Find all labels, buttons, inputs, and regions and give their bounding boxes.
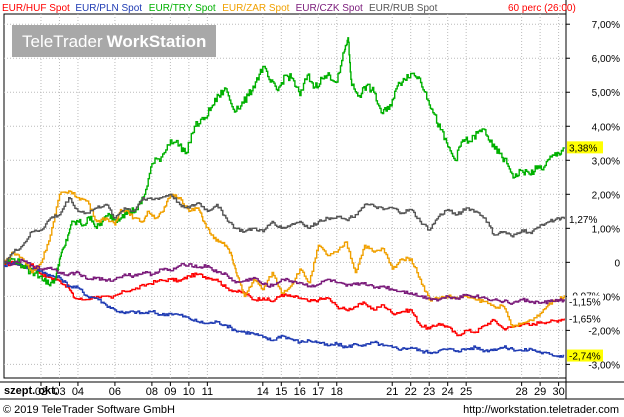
last-value-text: -2,74%	[569, 352, 601, 363]
last-value-text: -1,65%	[569, 314, 601, 325]
legend-entry: EUR/ZAR Spot	[222, 3, 289, 14]
last-value-bg	[567, 141, 603, 154]
last-value-text: -1,15%	[569, 297, 601, 308]
y-tick-label: -2,00%	[588, 326, 620, 337]
y-tick-label: 5,00%	[592, 88, 620, 99]
x-tick-label: 14	[257, 386, 269, 398]
y-tick-label: -1,00%	[588, 292, 620, 303]
y-tick-label: 4,00%	[592, 122, 620, 133]
y-tick-label: 7,00%	[592, 20, 620, 31]
last-value-box: -1,65%	[567, 312, 603, 325]
timeframe-label: 60 perc (26:00)	[508, 3, 576, 14]
series-line	[4, 37, 565, 287]
x-tick-label: 10	[183, 386, 195, 398]
footer-url[interactable]: http://workstation.teletrader.com	[463, 404, 619, 416]
last-value-bg	[567, 295, 603, 308]
x-tick-label: 09	[164, 386, 176, 398]
x-tick-label: 04	[72, 386, 84, 398]
x-tick-label: 15	[275, 386, 287, 398]
x-tick-label: 22	[405, 386, 417, 398]
y-tick-label: 6,00%	[592, 54, 620, 65]
last-value-text: 1,27%	[569, 215, 597, 226]
last-value-bg	[567, 213, 603, 226]
x-tick-label: 29	[534, 386, 546, 398]
x-tick-label: 08	[146, 386, 158, 398]
x-tick-label: 06	[109, 386, 121, 398]
last-value-box: 3,38%	[567, 141, 603, 154]
watermark-text: TeleTrader WorkStation	[22, 32, 206, 51]
y-tick-label: 3,00%	[592, 156, 620, 167]
y-axis: 7,00% 6,00% 5,00% 4,00% 3,00% 2,00% 1,00% 0 -1,0…	[565, 0, 620, 399]
x-tick-label: 03	[53, 386, 65, 398]
watermark-box	[12, 25, 216, 57]
y-tick-label: -3,00%	[588, 360, 620, 371]
x-axis: szept. okt.02 03 04 06 08 09 10 11 14 15 16 17 18 21 2…	[0, 381, 624, 400]
x-tick-label: 24	[442, 386, 454, 398]
watermark-brand: TeleTrader	[22, 32, 103, 51]
x-tick-label: 25	[460, 386, 472, 398]
y-tick-label: 1,00%	[592, 224, 620, 235]
x-tick-label: 17	[312, 386, 324, 398]
copyright-text: © 2019 TeleTrader Software GmbH	[3, 404, 175, 416]
last-value-bg	[567, 349, 603, 362]
x-month-label: szept. okt.	[4, 385, 58, 397]
watermark-product: WorkStation	[107, 32, 207, 51]
last-value-box: -1,15%	[567, 295, 603, 308]
x-tick-label: 16	[294, 386, 306, 398]
legend-entry: EUR/TRY Spot	[149, 3, 216, 14]
legend-entry: EUR/PLN Spot	[75, 3, 142, 14]
last-value-box: 1,27%	[567, 213, 603, 226]
x-tick-label: 21	[386, 386, 398, 398]
series-lines	[4, 37, 565, 358]
legend-entry: EUR/RUB Spot	[369, 3, 438, 14]
series-line	[4, 258, 565, 305]
watermark: TeleTrader WorkStation	[12, 25, 216, 57]
x-tick-label: 30	[552, 386, 564, 398]
last-value-text: 3,38%	[569, 143, 597, 154]
legend: EUR/HUF Spot EUR/PLN Spot EUR/TRY Spot EUR/…	[2, 3, 438, 14]
y-tick-label: 2,00%	[592, 190, 620, 201]
last-value-bg	[567, 312, 603, 325]
x-tick-label: 28	[516, 386, 528, 398]
y-tick-label: 0	[614, 258, 620, 269]
series-line	[4, 193, 565, 263]
series-line	[4, 261, 565, 358]
x-tick-label: 23	[423, 386, 435, 398]
last-value-labels: -0,97%-1,65%-2,74%3,38%-1,15%1,27%	[567, 141, 603, 363]
last-value-box: -2,74%	[567, 349, 603, 363]
x-tick-label: 02	[35, 386, 47, 398]
x-tick-label: 11	[202, 386, 213, 398]
x-tick-label: 18	[331, 386, 343, 398]
legend-entry: EUR/HUF Spot	[2, 3, 70, 14]
legend-entry: EUR/CZK Spot	[296, 3, 363, 14]
